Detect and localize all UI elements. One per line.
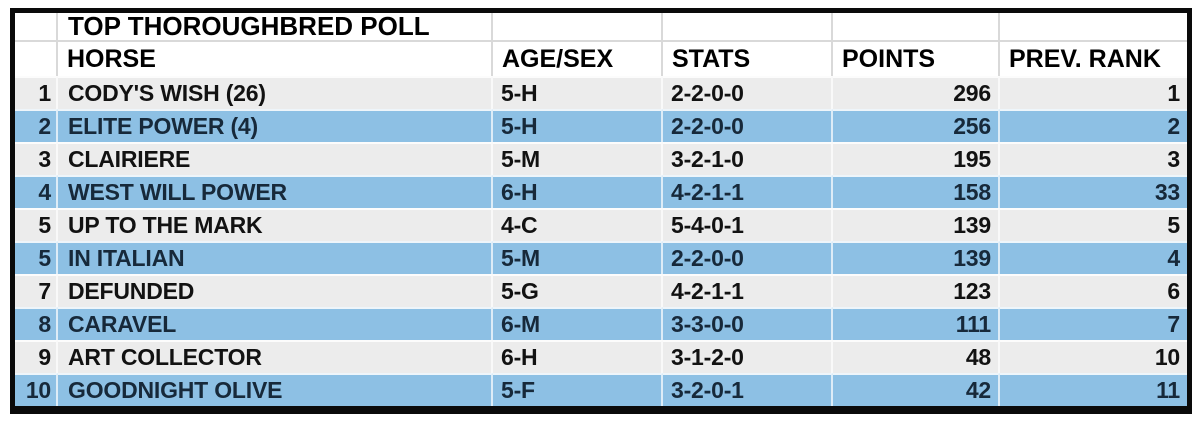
prev-rank-cell: 10 <box>1000 340 1187 373</box>
horse-cell: CLAIRIERE <box>58 142 493 175</box>
stats-cell: 3-2-0-1 <box>663 373 833 406</box>
header-points: POINTS <box>833 42 1000 76</box>
table-title: TOP THOROUGHBRED POLL <box>58 13 493 42</box>
prev-rank-cell: 6 <box>1000 274 1187 307</box>
title-row-empty-cell <box>833 13 1000 42</box>
horse-cell: CODY'S WISH (26) <box>58 76 493 109</box>
stats-cell: 2-2-0-0 <box>663 76 833 109</box>
points-cell: 158 <box>833 175 1000 208</box>
prev-rank-cell: 4 <box>1000 241 1187 274</box>
horse-cell: ART COLLECTOR <box>58 340 493 373</box>
rank-cell: 5 <box>15 208 58 241</box>
horse-cell: GOODNIGHT OLIVE <box>58 373 493 406</box>
points-cell: 256 <box>833 109 1000 142</box>
age-sex-cell: 4-C <box>493 208 663 241</box>
prev-rank-cell: 3 <box>1000 142 1187 175</box>
points-cell: 123 <box>833 274 1000 307</box>
header-prev-rank: PREV. RANK <box>1000 42 1187 76</box>
header-horse: HORSE <box>58 42 493 76</box>
title-row-spacer-cell <box>15 13 58 42</box>
title-row-empty-cell <box>663 13 833 42</box>
points-cell: 195 <box>833 142 1000 175</box>
age-sex-cell: 6-M <box>493 307 663 340</box>
rank-cell: 3 <box>15 142 58 175</box>
stats-cell: 4-2-1-1 <box>663 175 833 208</box>
title-row-empty-cell <box>493 13 663 42</box>
stats-cell: 3-1-2-0 <box>663 340 833 373</box>
rank-cell: 9 <box>15 340 58 373</box>
poll-table: TOP THOROUGHBRED POLL HORSE AGE/SEX STAT… <box>15 13 1187 406</box>
poll-table-frame: TOP THOROUGHBRED POLL HORSE AGE/SEX STAT… <box>10 8 1192 414</box>
stats-cell: 3-3-0-0 <box>663 307 833 340</box>
points-cell: 296 <box>833 76 1000 109</box>
age-sex-cell: 5-M <box>493 241 663 274</box>
horse-cell: IN ITALIAN <box>58 241 493 274</box>
header-age-sex: AGE/SEX <box>493 42 663 76</box>
prev-rank-cell: 11 <box>1000 373 1187 406</box>
horse-cell: CARAVEL <box>58 307 493 340</box>
rank-cell: 10 <box>15 373 58 406</box>
prev-rank-cell: 1 <box>1000 76 1187 109</box>
rank-cell: 2 <box>15 109 58 142</box>
stats-cell: 5-4-0-1 <box>663 208 833 241</box>
stats-cell: 2-2-0-0 <box>663 109 833 142</box>
header-stats: STATS <box>663 42 833 76</box>
rank-cell: 7 <box>15 274 58 307</box>
points-cell: 42 <box>833 373 1000 406</box>
points-cell: 139 <box>833 241 1000 274</box>
prev-rank-cell: 5 <box>1000 208 1187 241</box>
prev-rank-cell: 2 <box>1000 109 1187 142</box>
points-cell: 48 <box>833 340 1000 373</box>
horse-cell: ELITE POWER (4) <box>58 109 493 142</box>
stats-cell: 3-2-1-0 <box>663 142 833 175</box>
rank-cell: 4 <box>15 175 58 208</box>
horse-cell: UP TO THE MARK <box>58 208 493 241</box>
age-sex-cell: 5-H <box>493 76 663 109</box>
age-sex-cell: 5-H <box>493 109 663 142</box>
rank-cell: 8 <box>15 307 58 340</box>
horse-cell: WEST WILL POWER <box>58 175 493 208</box>
stats-cell: 2-2-0-0 <box>663 241 833 274</box>
age-sex-cell: 5-G <box>493 274 663 307</box>
rank-cell: 1 <box>15 76 58 109</box>
points-cell: 139 <box>833 208 1000 241</box>
title-row-empty-cell <box>1000 13 1187 42</box>
stats-cell: 4-2-1-1 <box>663 274 833 307</box>
age-sex-cell: 5-M <box>493 142 663 175</box>
age-sex-cell: 6-H <box>493 175 663 208</box>
age-sex-cell: 6-H <box>493 340 663 373</box>
header-rank-cell <box>15 42 58 76</box>
horse-cell: DEFUNDED <box>58 274 493 307</box>
points-cell: 111 <box>833 307 1000 340</box>
prev-rank-cell: 7 <box>1000 307 1187 340</box>
rank-cell: 5 <box>15 241 58 274</box>
prev-rank-cell: 33 <box>1000 175 1187 208</box>
age-sex-cell: 5-F <box>493 373 663 406</box>
